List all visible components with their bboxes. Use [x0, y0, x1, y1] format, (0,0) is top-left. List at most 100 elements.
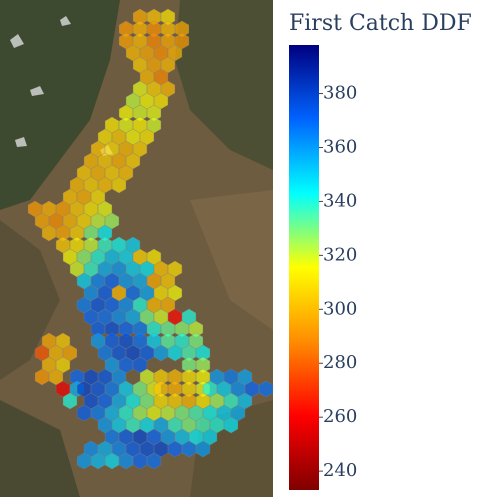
- hexbin: [118, 32, 134, 50]
- hexbin: [48, 344, 64, 362]
- hexbin: [90, 296, 106, 314]
- hexbin: [97, 176, 113, 194]
- hexbin: [111, 440, 127, 458]
- hexbin: [125, 128, 141, 146]
- hexbin: [139, 368, 155, 386]
- hexbin: [118, 356, 134, 374]
- hexbin: [153, 416, 169, 434]
- hexbin: [118, 452, 134, 470]
- hexbin: [111, 236, 127, 254]
- hexbin: [41, 332, 57, 350]
- hexbin: [146, 404, 162, 422]
- hexbin: [55, 356, 71, 374]
- hexbin: [139, 344, 155, 362]
- hexbin: [146, 296, 162, 314]
- hexbin: [104, 428, 120, 446]
- hexbin: [55, 380, 71, 398]
- hexbin: [125, 392, 141, 410]
- hexbin: [34, 212, 50, 230]
- hexbin: [62, 212, 78, 230]
- hexbin: [48, 212, 64, 230]
- hexbin: [195, 416, 211, 434]
- hexbin: [104, 296, 120, 314]
- hexbin: [139, 260, 155, 278]
- hexbin: [153, 308, 169, 326]
- hexbin: [111, 284, 127, 302]
- hexbin: [55, 332, 71, 350]
- hexbin: [69, 260, 85, 278]
- hexbin: [111, 308, 127, 326]
- hexbin: [139, 44, 155, 62]
- hexbin: [125, 416, 141, 434]
- hexbin: [167, 308, 183, 326]
- hexbin: [104, 116, 120, 134]
- hexbin: [223, 416, 239, 434]
- hexbin: [111, 128, 127, 146]
- hexbin: [153, 68, 169, 86]
- hexbin: [139, 392, 155, 410]
- hexbin: [153, 284, 169, 302]
- colorbar-tick-label: 240: [323, 460, 357, 481]
- hexbin: [48, 368, 64, 386]
- hexbin: [111, 176, 127, 194]
- hexbin: [104, 164, 120, 182]
- hexbin: [167, 284, 183, 302]
- hexbin: [139, 68, 155, 86]
- hexbin: [41, 356, 57, 374]
- hexbin: [132, 428, 148, 446]
- hexbin: [153, 44, 169, 62]
- hexbin: [41, 200, 57, 218]
- hexbin: [223, 368, 239, 386]
- hexbin: [153, 440, 169, 458]
- hexbin: [69, 176, 85, 194]
- hexbin: [90, 140, 106, 158]
- hexbin: [160, 80, 176, 98]
- hexbin: [160, 332, 176, 350]
- hexbin: [90, 212, 106, 230]
- hexbin: [111, 416, 127, 434]
- hexbin: [209, 416, 225, 434]
- hexbin: [125, 260, 141, 278]
- hexbin: [83, 308, 99, 326]
- hexbin: [132, 356, 148, 374]
- hexbin: [90, 272, 106, 290]
- hexbin: [188, 428, 204, 446]
- hexbin: [97, 344, 113, 362]
- hexbin: [104, 332, 120, 350]
- hexbin: [146, 452, 162, 470]
- hexbin: [90, 452, 106, 470]
- hexbin: [132, 140, 148, 158]
- colorbar-tick-label: 280: [323, 352, 357, 373]
- hexbin: [230, 404, 246, 422]
- hexbin: [174, 428, 190, 446]
- hexbin: [83, 440, 99, 458]
- hexbin: [125, 308, 141, 326]
- hexbin: [111, 260, 127, 278]
- hexbin: [125, 236, 141, 254]
- hexbin: [118, 248, 134, 266]
- hexbin: [90, 248, 106, 266]
- hexbin: [167, 260, 183, 278]
- hexbin-layer: [27, 8, 274, 470]
- hexbin: [132, 80, 148, 98]
- hexbin: [167, 440, 183, 458]
- hexbin: [76, 248, 92, 266]
- hexbin: [90, 188, 106, 206]
- hexbin: [104, 380, 120, 398]
- hexbin: [83, 176, 99, 194]
- hexbin: [160, 56, 176, 74]
- hexbin: [132, 296, 148, 314]
- hexbin: [34, 344, 50, 362]
- hexbin: [118, 428, 134, 446]
- hexbin: [202, 380, 218, 398]
- hexbin: [62, 188, 78, 206]
- hexbin: [132, 56, 148, 74]
- hexbin: [160, 428, 176, 446]
- hexbin: [146, 56, 162, 74]
- hexbin: [83, 152, 99, 170]
- hexbin: [153, 344, 169, 362]
- hexbin: [76, 380, 92, 398]
- hexbin: [202, 428, 218, 446]
- hexbin: [174, 32, 190, 50]
- hexbin: [244, 380, 260, 398]
